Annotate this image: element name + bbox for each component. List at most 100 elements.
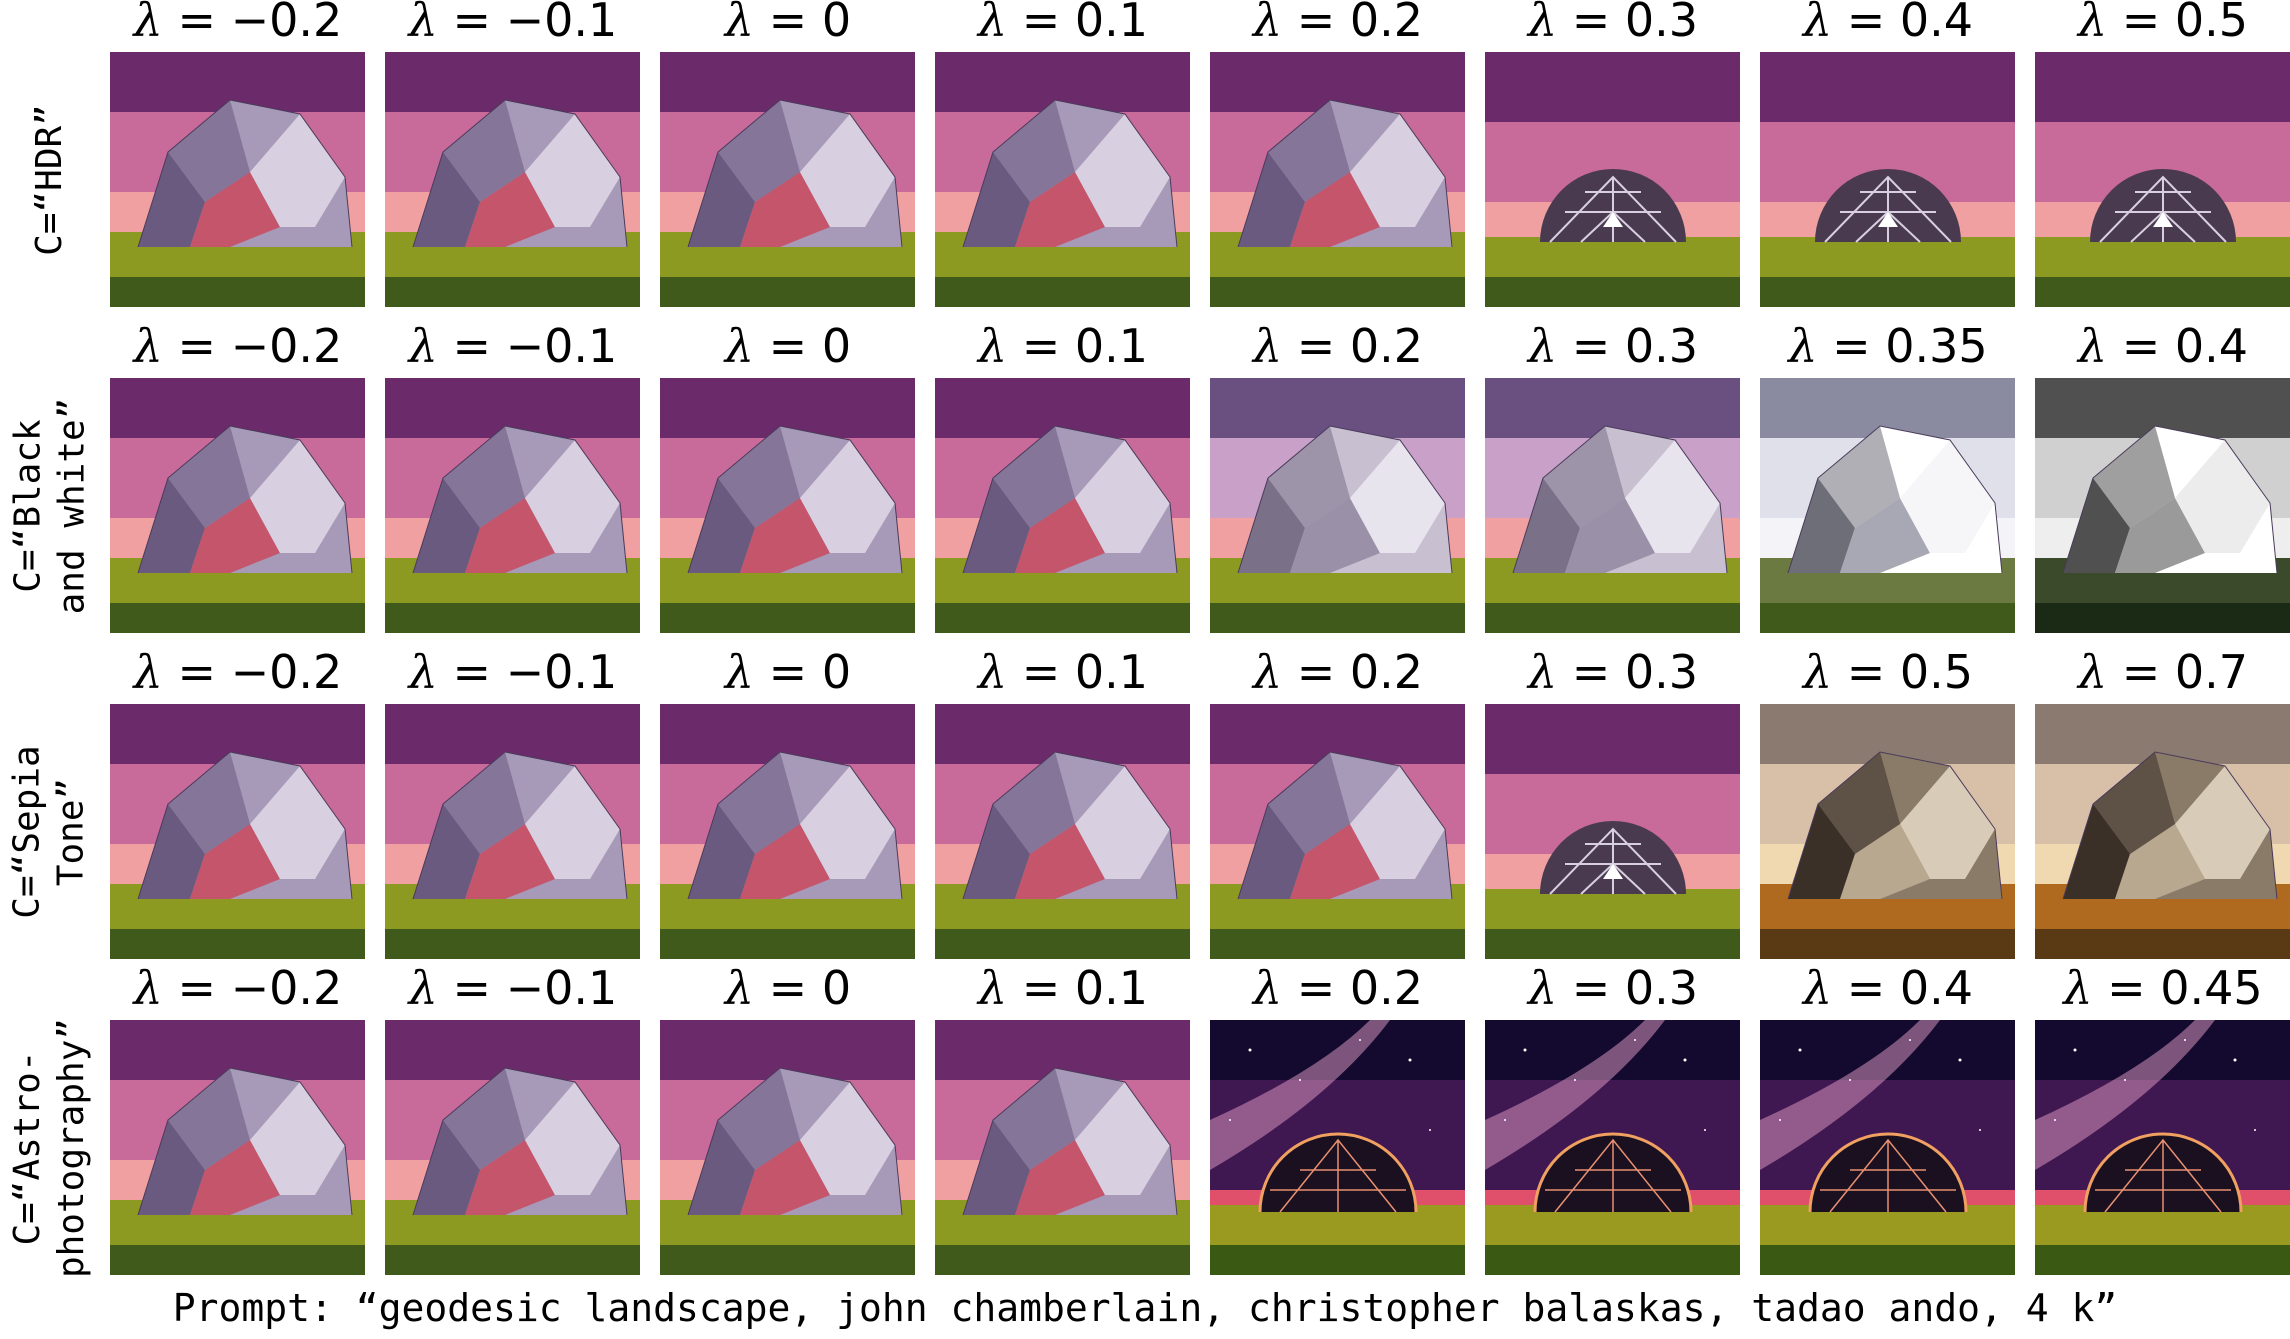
lambda-label: λ = 0.3: [1476, 646, 1750, 698]
generated-image: [2035, 52, 2290, 307]
lambda-symbol: λ: [408, 961, 438, 1015]
row-label-line1: C=“HDR”: [29, 104, 70, 256]
row-label-line1: C=“Sepia: [7, 745, 49, 919]
generated-image: [110, 704, 365, 959]
lambda-symbol: λ: [133, 319, 163, 373]
image-row: C=“Sepia Tone” λ = −0.2 λ = −0.1 λ = 0: [0, 646, 2290, 978]
generated-image: [1485, 1020, 1740, 1275]
lambda-symbol: λ: [1252, 645, 1283, 699]
generated-image: [1210, 378, 1465, 633]
row-label-line2: Tone”: [51, 777, 93, 887]
lambda-value: = 0.3: [1557, 961, 1699, 1015]
generated-image: [2035, 1020, 2290, 1275]
lambda-value: = 0: [754, 319, 852, 373]
row-label-text: C=“HDR”: [28, 104, 72, 256]
lambda-value: = −0.1: [437, 319, 618, 373]
row-label: C=“HDR”: [0, 35, 100, 325]
generated-image: [110, 1020, 365, 1275]
row-label-text: C=“Sepia Tone”: [6, 745, 94, 918]
generated-image: [385, 52, 640, 307]
lambda-symbol: λ: [1802, 0, 1833, 47]
lambda-symbol: λ: [724, 0, 755, 47]
lambda-value: = −0.1: [437, 645, 618, 699]
lambda-value: = 0.7: [2107, 645, 2249, 699]
lambda-value: = −0.2: [162, 961, 343, 1015]
lambda-value: = 0.2: [1282, 645, 1424, 699]
lambda-label: λ = 0.2: [1201, 962, 1475, 1014]
generated-image: [110, 52, 365, 307]
lambda-label: λ = −0.2: [101, 0, 375, 46]
generated-image: [660, 378, 915, 633]
lambda-label: λ = 0.1: [926, 320, 1200, 372]
image-row: C=“Astro-photography” λ = −0.2 λ = −0.1 λ…: [0, 962, 2290, 1294]
lambda-symbol: λ: [977, 961, 1008, 1015]
generated-image: [385, 378, 640, 633]
lambda-symbol: λ: [977, 645, 1008, 699]
lambda-label: λ = 0.4: [1751, 962, 2025, 1014]
lambda-value: = 0: [754, 0, 852, 47]
lambda-symbol: λ: [1527, 0, 1558, 47]
lambda-symbol: λ: [2077, 319, 2108, 373]
lambda-value: = 0.3: [1557, 645, 1699, 699]
generated-image: [1760, 52, 2015, 307]
lambda-label: λ = 0.3: [1476, 320, 1750, 372]
lambda-symbol: λ: [977, 0, 1008, 47]
lambda-symbol: λ: [133, 961, 163, 1015]
generated-image: [1485, 704, 1740, 959]
lambda-label: λ = 0.5: [2026, 0, 2290, 46]
generated-image: [1760, 704, 2015, 959]
lambda-value: = 0.3: [1557, 0, 1699, 47]
lambda-value: = −0.2: [162, 645, 343, 699]
lambda-value: = 0.1: [1007, 0, 1149, 47]
generated-image: [660, 52, 915, 307]
lambda-value: = 0.2: [1282, 0, 1424, 47]
row-label-line1: C=“Astro-: [7, 1050, 48, 1246]
generated-image: [1760, 1020, 2015, 1275]
lambda-label: λ = 0.1: [926, 0, 1200, 46]
lambda-symbol: λ: [1527, 319, 1558, 373]
lambda-symbol: λ: [724, 961, 755, 1015]
row-label-line2: and white”: [51, 397, 92, 615]
lambda-value: = 0.35: [1817, 319, 1988, 373]
lambda-label: λ = −0.1: [376, 0, 650, 46]
generated-image: [2035, 378, 2290, 633]
lambda-symbol: λ: [2077, 0, 2108, 47]
row-label-text: C=“Astro-photography”: [6, 1018, 94, 1278]
image-row: C=“Black and white” λ = −0.2 λ = −0.1 λ = …: [0, 320, 2290, 652]
lambda-symbol: λ: [1802, 961, 1833, 1015]
lambda-symbol: λ: [1252, 319, 1283, 373]
lambda-value: = 0: [754, 961, 852, 1015]
generated-image: [2035, 704, 2290, 959]
lambda-label: λ = 0.3: [1476, 0, 1750, 46]
lambda-value: = 0.3: [1557, 319, 1699, 373]
row-label: C=“Sepia Tone”: [0, 687, 100, 977]
generated-image: [1485, 378, 1740, 633]
row-label-text: C=“Black and white”: [6, 398, 94, 615]
lambda-value: = 0.4: [1832, 961, 1974, 1015]
lambda-value: = 0.2: [1282, 319, 1424, 373]
lambda-label: λ = 0.3: [1476, 962, 1750, 1014]
lambda-label: λ = 0: [651, 320, 925, 372]
lambda-value: = 0.1: [1007, 961, 1149, 1015]
lambda-symbol: λ: [724, 645, 755, 699]
generated-image: [1210, 1020, 1465, 1275]
lambda-label: λ = 0.2: [1201, 320, 1475, 372]
lambda-label: λ = −0.1: [376, 962, 650, 1014]
lambda-label: λ = −0.1: [376, 646, 650, 698]
lambda-symbol: λ: [408, 0, 438, 47]
lambda-symbol: λ: [1527, 961, 1558, 1015]
generated-image: [110, 378, 365, 633]
generated-image: [385, 704, 640, 959]
lambda-value: = 0.5: [1832, 645, 1974, 699]
lambda-symbol: λ: [408, 645, 438, 699]
lambda-label: λ = 0.5: [1751, 646, 2025, 698]
lambda-label: λ = 0.4: [1751, 0, 2025, 46]
lambda-symbol: λ: [2077, 645, 2108, 699]
lambda-label: λ = −0.2: [101, 962, 375, 1014]
lambda-label: λ = 0.4: [2026, 320, 2290, 372]
lambda-symbol: λ: [1527, 645, 1558, 699]
prompt-caption: Prompt: “geodesic landscape, john chambe…: [172, 1286, 2118, 1330]
lambda-value: = −0.2: [162, 0, 343, 47]
image-row: C=“HDR” λ = −0.2 λ = −0.1 λ = 0: [0, 0, 2290, 326]
